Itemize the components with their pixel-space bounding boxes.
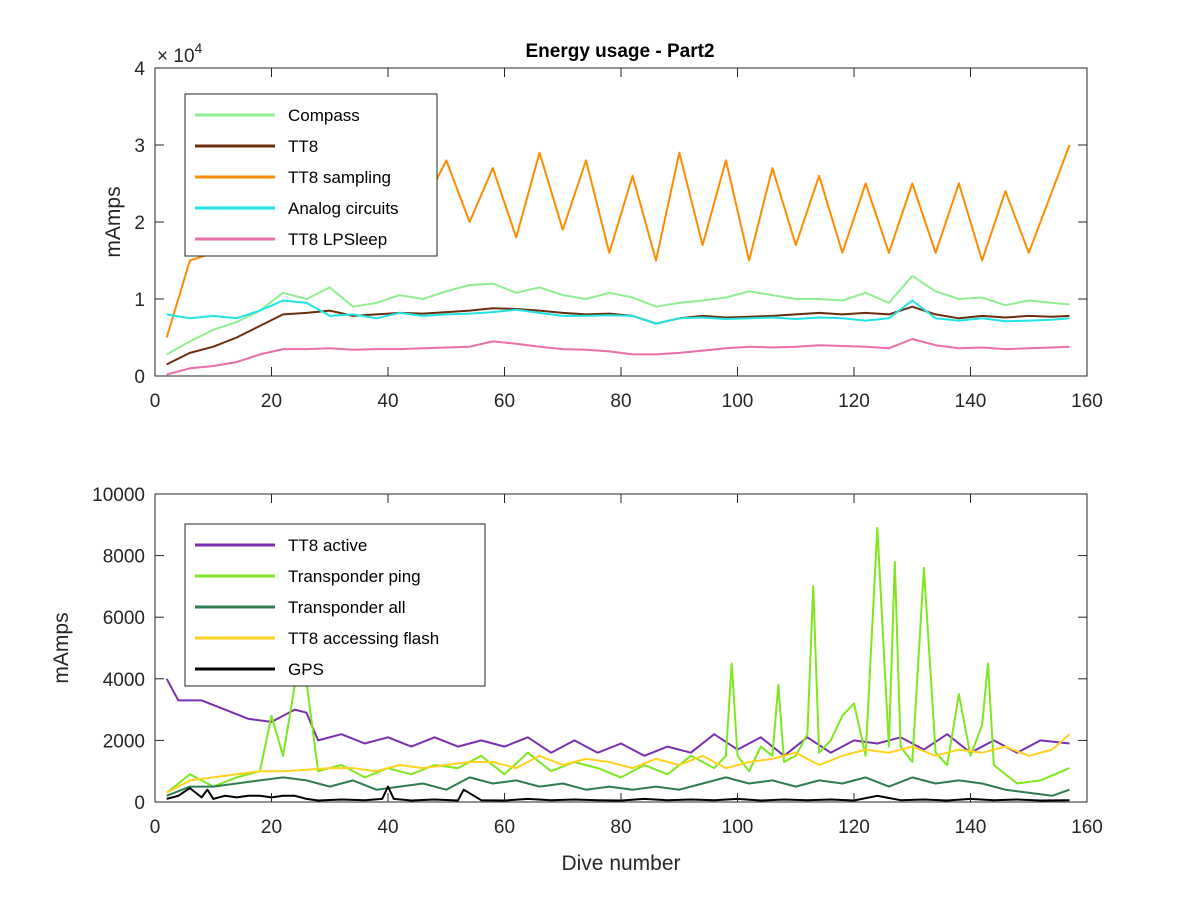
y-tick-label: 1 — [134, 290, 145, 311]
x-axis-label: Dive number — [561, 852, 680, 875]
x-tick-label: 20 — [261, 817, 282, 838]
y-tick-label: 4000 — [103, 670, 145, 691]
y-tick-label: 3 — [134, 136, 145, 157]
series-line-tt8-active — [165, 678, 1070, 757]
series-line-gps — [166, 785, 1070, 802]
y-tick-label: 6000 — [103, 608, 145, 629]
x-tick-label: 140 — [955, 817, 987, 838]
y-tick-label: 2000 — [103, 731, 145, 752]
legend-entry: Compass — [288, 106, 360, 125]
y-axis-label: mAmps — [50, 612, 73, 683]
y-tick-label: 10000 — [92, 485, 145, 506]
x-tick-label: 80 — [610, 817, 631, 838]
series-line-transponder-ping — [166, 526, 1070, 794]
x-tick-label: 80 — [610, 391, 631, 412]
legend-entry: TT8 active — [288, 536, 367, 555]
series-line-tt8-accessing-flash — [166, 733, 1071, 794]
plot-energy-part2-bottom: 0 20 40 60 80 100 120 140 160 0 2000 4000 6000 8000 10… — [50, 485, 1103, 875]
x-tick-label: 60 — [494, 817, 515, 838]
legend-entry: Analog circuits — [288, 199, 399, 218]
series-line-transponder-all — [166, 776, 1070, 797]
y-tick-label: 0 — [134, 793, 145, 814]
x-tick-label: 0 — [150, 817, 161, 838]
y-tick-label: 0 — [134, 367, 145, 388]
y-exponent-label: × 104 — [157, 40, 203, 67]
y-tick-label: 4 — [134, 59, 145, 80]
figure-title: Energy usage - Part2 — [525, 41, 714, 62]
x-tick-label: 120 — [838, 817, 870, 838]
x-tick-label: 60 — [494, 391, 515, 412]
legend-entry: Transponder all — [288, 598, 406, 617]
series-line-tt8-lpsleep — [166, 338, 1070, 376]
legend-entry: TT8 sampling — [288, 168, 391, 187]
y-tick-label: 8000 — [103, 547, 145, 568]
x-tick-label: 160 — [1071, 391, 1103, 412]
x-tick-label: 40 — [377, 817, 398, 838]
x-tick-label: 0 — [150, 391, 161, 412]
x-tick-label: 140 — [955, 391, 987, 412]
legend: Compass TT8 TT8 sampling Analog circuits TT8… — [184, 93, 438, 257]
legend-entry: TT8 LPSleep — [288, 230, 387, 249]
y-exponent-power: 4 — [195, 40, 203, 56]
x-tick-label: 100 — [722, 391, 754, 412]
x-tick-label: 100 — [722, 817, 754, 838]
legend-entry: TT8 — [288, 137, 318, 156]
x-tick-label: 20 — [261, 391, 282, 412]
legend-entry: Transponder ping — [288, 567, 421, 586]
legend-entry: TT8 accessing flash — [288, 629, 439, 648]
y-tick-label: 2 — [134, 213, 145, 234]
x-tick-label: 40 — [377, 391, 398, 412]
legend-box — [184, 93, 438, 257]
x-tick-label: 120 — [838, 391, 870, 412]
x-tick-label: 160 — [1071, 817, 1103, 838]
y-exponent-base: × 10 — [157, 46, 195, 67]
y-axis-label: mAmps — [102, 186, 125, 257]
series-line-analog-circuits — [166, 299, 1070, 325]
legend-entry: GPS — [288, 660, 324, 679]
legend-box — [184, 523, 486, 687]
series-line-compass — [166, 274, 1070, 356]
legend: TT8 active Transponder ping Transponder al… — [184, 523, 486, 687]
